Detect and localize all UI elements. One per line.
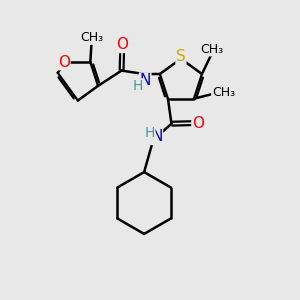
Text: H: H — [145, 126, 155, 140]
Text: N: N — [140, 73, 151, 88]
Text: S: S — [176, 49, 186, 64]
Text: CH₃: CH₃ — [201, 43, 224, 56]
Text: N: N — [151, 129, 162, 144]
Text: H: H — [133, 79, 143, 93]
Text: O: O — [116, 38, 128, 52]
Text: O: O — [192, 116, 204, 130]
Text: O: O — [58, 55, 70, 70]
Text: CH₃: CH₃ — [80, 31, 103, 44]
Text: CH₃: CH₃ — [212, 86, 235, 99]
